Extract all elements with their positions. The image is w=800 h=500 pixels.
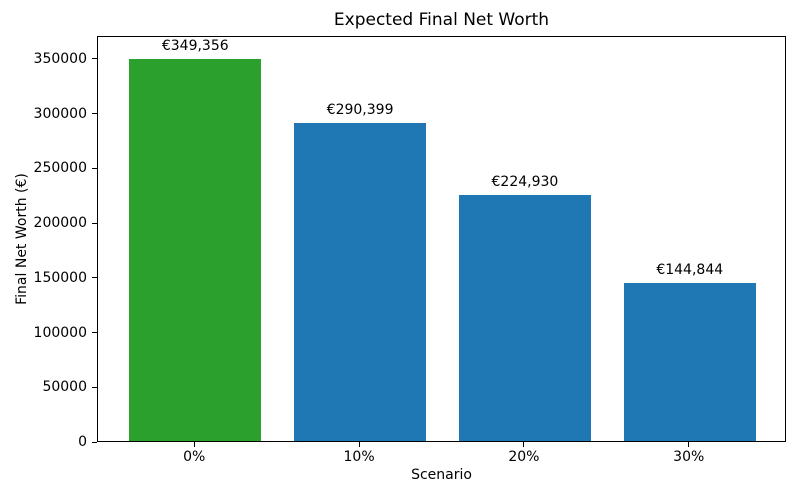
bar-20%: [458, 194, 591, 441]
x-tick-label: 0%: [183, 449, 206, 465]
y-tick-label: 0: [78, 434, 87, 450]
y-tick-label: 100000: [33, 324, 87, 341]
y-tick-label: 200000: [33, 215, 87, 232]
y-tick-mark: [92, 277, 97, 279]
bar-30%: [623, 282, 756, 441]
y-tick-mark: [92, 386, 97, 388]
x-tick-label: 20%: [508, 449, 540, 465]
bar-value-label: €349,356: [161, 37, 229, 54]
y-tick-mark: [92, 441, 97, 443]
bar-value-label: €144,844: [656, 261, 724, 278]
y-tick-label: 150000: [33, 269, 87, 286]
x-axis-label: Scenario: [411, 467, 472, 483]
bar-10%: [294, 123, 426, 441]
y-tick-label: 350000: [33, 50, 87, 67]
y-tick-label: 50000: [42, 379, 87, 396]
y-tick-label: 300000: [33, 105, 87, 122]
x-tick-label: 30%: [673, 449, 705, 465]
bar-value-label: €224,930: [491, 173, 559, 190]
chart-title: Expected Final Net Worth: [333, 10, 550, 30]
bar-value-label: €290,399: [326, 102, 394, 119]
bar-0%: [129, 58, 262, 441]
y-tick-mark: [92, 222, 97, 224]
y-tick-mark: [92, 167, 97, 169]
x-tick-mark: [358, 442, 360, 447]
x-tick-label: 10%: [343, 449, 375, 465]
y-tick-label: 250000: [33, 160, 87, 177]
x-tick-mark: [523, 442, 525, 447]
y-tick-mark: [92, 113, 97, 115]
y-tick-mark: [92, 332, 97, 334]
x-tick-mark: [688, 442, 690, 447]
x-tick-mark: [193, 442, 195, 447]
plot-area: €349,356 €290,399 €224,930 €144,844: [97, 36, 786, 442]
y-tick-mark: [92, 58, 97, 60]
